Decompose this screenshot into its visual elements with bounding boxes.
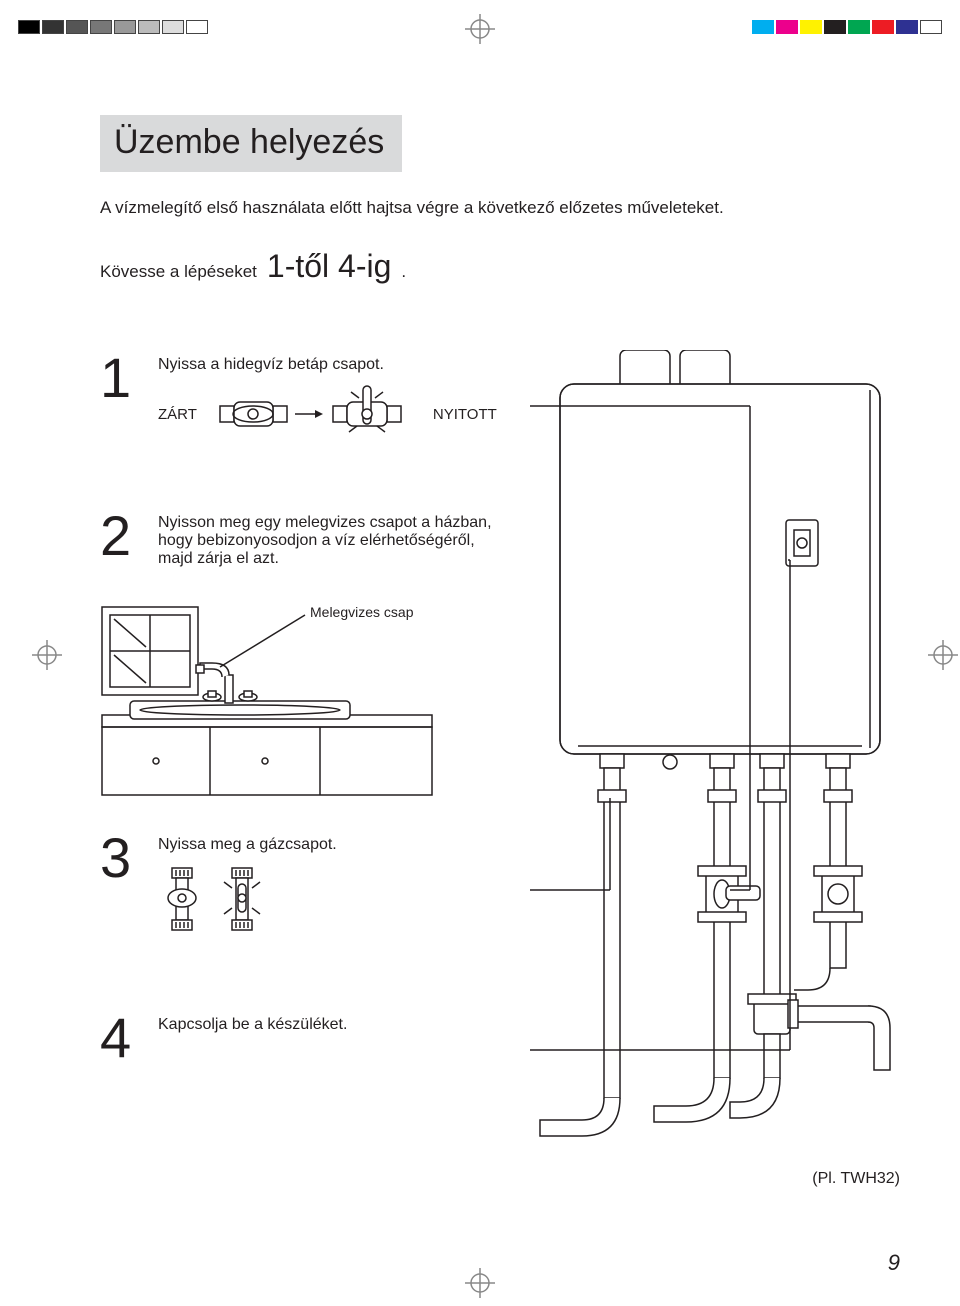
faucet-label: Melegvizes csap	[310, 605, 414, 620]
intro-text: A vízmelegítő első használata előtt hajt…	[100, 198, 724, 218]
faucet-illustration: Melegvizes csap	[100, 605, 440, 805]
page-number: 9	[888, 1250, 900, 1276]
registration-mark	[928, 640, 958, 670]
step-number: 1	[100, 350, 140, 406]
step-number: 4	[100, 1010, 140, 1066]
step-2: 2 Nyisson meg egy melegvizes csapot a há…	[100, 508, 492, 568]
model-footnote: (Pl. TWH32)	[812, 1170, 900, 1188]
step-text-line: Nyisson meg egy melegvizes csapot a házb…	[158, 514, 492, 532]
title-text: Üzembe helyezés	[114, 123, 384, 161]
open-label: NYITOTT	[433, 406, 497, 423]
registration-mark	[465, 14, 495, 44]
step-4: 4 Kapcsolja be a készüléket.	[100, 1010, 347, 1066]
registration-bar-left	[18, 20, 208, 34]
step-number: 3	[100, 830, 140, 886]
closed-label: ZÁRT	[158, 406, 197, 423]
follow-prefix: Kövesse a lépéseket	[100, 262, 257, 282]
step-number: 2	[100, 508, 140, 564]
valve-diagram	[215, 384, 415, 444]
step-text: Kapcsolja be a készüléket.	[158, 1016, 347, 1034]
step-text: Nyissa a hidegvíz betáp csapot.	[158, 356, 497, 374]
follow-range: 1-től 4-ig	[267, 248, 392, 285]
step-3: 3 Nyissa meg a gázcsapot.	[100, 830, 337, 957]
step-text-line: hogy bebizonyosodjon a víz elérhetőségér…	[158, 532, 492, 550]
registration-mark	[465, 1268, 495, 1298]
registration-bar-right	[752, 20, 942, 34]
step-1: 1 Nyissa a hidegvíz betáp csapot. ZÁRT	[100, 350, 497, 444]
follow-steps-line: Kövesse a lépéseket 1-től 4-ig .	[100, 248, 406, 285]
registration-mark	[32, 640, 62, 670]
step-text: Nyissa meg a gázcsapot.	[158, 836, 337, 854]
step-text-line: majd zárja el azt.	[158, 550, 492, 568]
water-heater-illustration	[530, 350, 910, 1150]
follow-suffix: .	[401, 262, 406, 282]
gas-valve-diagram	[158, 862, 298, 952]
section-title: Üzembe helyezés	[100, 115, 402, 172]
